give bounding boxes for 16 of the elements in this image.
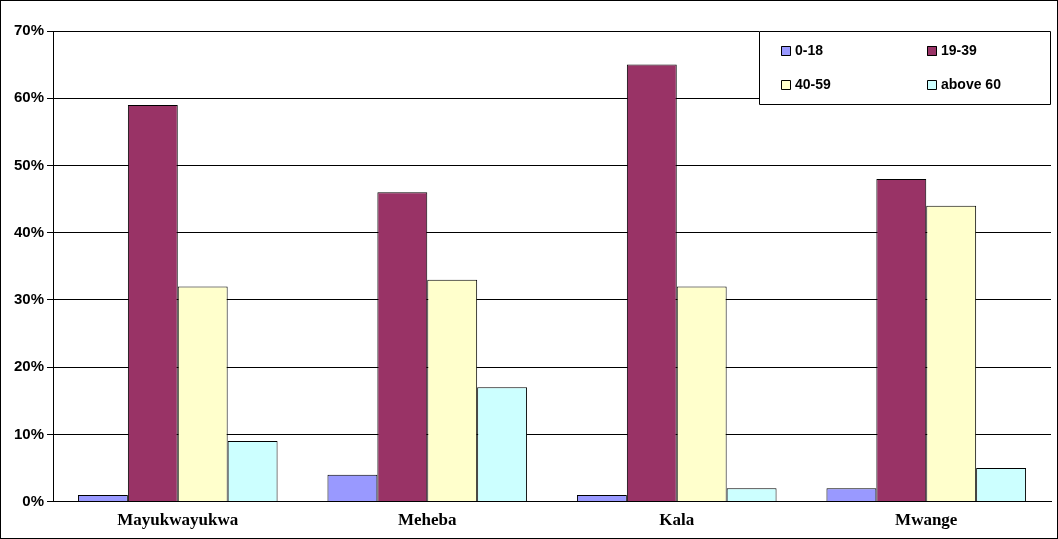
y-tick-label: 50%	[13, 155, 45, 173]
y-tick-label: 70%	[13, 21, 45, 39]
y-tick-label: 40%	[13, 222, 45, 240]
legend-label: 40-59	[795, 75, 832, 92]
x-tick-label: Meheba	[397, 510, 458, 530]
legend-label: 0-18	[795, 41, 824, 58]
x-tick-label: Kala	[659, 510, 695, 530]
legend-label: 19-39	[941, 41, 978, 58]
y-tick-label: 20%	[13, 357, 45, 375]
legend-label: above 60	[941, 75, 1002, 92]
y-tick-label: 30%	[13, 290, 45, 308]
y-tick-label: 60%	[13, 88, 45, 106]
x-tick-label: Mayukwayukwa	[117, 510, 239, 530]
y-tick-label: 0%	[22, 491, 45, 509]
y-tick-label: 10%	[13, 424, 45, 442]
x-tick-label: Mwange	[895, 510, 958, 530]
